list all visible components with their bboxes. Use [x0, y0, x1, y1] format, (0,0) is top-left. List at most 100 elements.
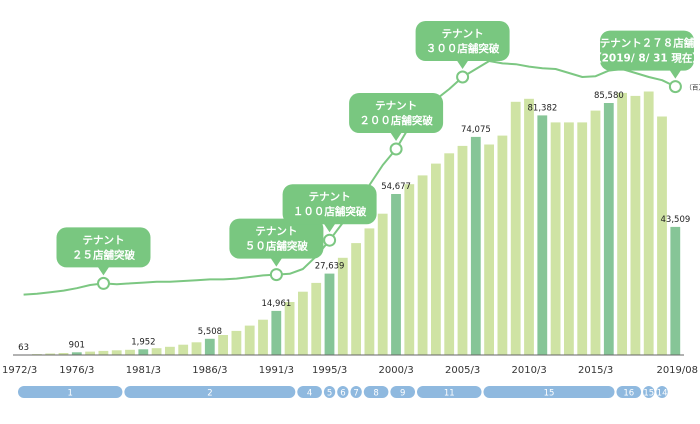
milestone-subtitle: ２５店舗突破 — [72, 248, 135, 261]
bar-value-label: 81,382 — [528, 103, 558, 113]
milestone-title: テナント — [83, 234, 125, 246]
sales-bar — [537, 115, 548, 356]
sales-bar — [218, 335, 228, 355]
x-tick-label: 2019/08 — [656, 365, 698, 376]
sales-bar — [444, 153, 455, 355]
milestone-subtitle: ２００店舗突破 — [359, 114, 433, 127]
sales-bar — [484, 144, 494, 355]
sales-bar — [138, 349, 149, 355]
factory-count-value: 8 — [373, 389, 378, 399]
milestone-marker — [97, 276, 110, 290]
milestone-bubble-pointer — [390, 132, 403, 141]
sales-bar — [58, 353, 69, 355]
factory-count-value: 15 — [544, 389, 555, 399]
sales-bar — [564, 122, 574, 356]
sales-bar — [364, 228, 375, 355]
sales-bar — [324, 273, 335, 355]
factory-count-value: 9 — [400, 389, 405, 399]
sales-bar — [71, 352, 82, 355]
milestone-title: テナント — [309, 191, 351, 203]
x-tick-label: 1986/3 — [192, 365, 227, 376]
factory-count-segment — [124, 386, 296, 398]
sales-bar — [45, 353, 56, 355]
factory-count-segment — [616, 386, 642, 398]
bar-value-label: 43,509 — [661, 215, 691, 225]
milestone-title: テナント — [255, 226, 297, 238]
milestone-bubble — [349, 93, 444, 133]
milestone-bubble — [282, 184, 377, 225]
factory-count-segment — [323, 386, 336, 398]
bar-value-label: 5,508 — [198, 327, 222, 337]
x-tick-label: 1981/3 — [126, 365, 161, 376]
milestone-subtitle: ５０店舗突破 — [245, 240, 308, 253]
sales-bar — [470, 136, 481, 355]
factory-count-segment — [643, 386, 655, 398]
x-tick-label: 1972/3 — [2, 365, 37, 376]
bar-value-label: 74,075 — [461, 125, 491, 135]
factory-count-value: 15 — [643, 389, 654, 399]
milestone-bubble — [600, 30, 694, 71]
milestone-marker — [269, 268, 283, 282]
sales-bar — [351, 243, 361, 355]
bar-value-label: 14,961 — [262, 299, 292, 309]
sales-bar — [244, 325, 255, 355]
sales-bar — [111, 350, 122, 355]
factory-count-value: 14 — [657, 389, 668, 399]
bar-value-label: 1,952 — [131, 337, 155, 347]
milestone-subtitle: １００店舗突破 — [293, 205, 367, 218]
factory-count-segment — [18, 386, 123, 398]
bar-value-label: 85,580 — [594, 91, 624, 101]
sales-bar — [178, 344, 189, 355]
sales-bar — [603, 103, 614, 355]
sales-bar — [590, 110, 601, 355]
milestone-bubble-pointer — [323, 223, 336, 233]
milestone-marker — [389, 142, 403, 156]
factory-count-segment — [483, 386, 615, 398]
sales-bar — [271, 310, 282, 355]
sales-bar — [231, 330, 242, 355]
milestone-title: テナント — [442, 28, 484, 40]
milestone-bubble-pointer — [456, 60, 469, 69]
sales-bar — [457, 145, 468, 355]
factory-count-value: 7 — [353, 389, 358, 399]
milestone-bubble — [229, 218, 324, 259]
factory-count-value: 6 — [340, 389, 345, 399]
sales-bar — [510, 101, 521, 355]
x-tick-label: 1976/3 — [59, 365, 94, 376]
x-tick-label: 1991/3 — [259, 365, 294, 376]
sales-bar — [151, 348, 162, 355]
factory-count-segment — [337, 386, 349, 398]
x-tick-label: 2000/3 — [379, 365, 414, 376]
milestone-bubble-pointer — [669, 69, 682, 79]
factory-count-segment — [363, 386, 389, 398]
sales-bar — [377, 213, 388, 355]
factory-count-value: 4 — [307, 389, 312, 399]
milestone-title: テナント — [375, 100, 417, 112]
factory-count-segment — [417, 386, 482, 398]
x-tick-label: 1995/3 — [312, 365, 347, 376]
factory-count-value: 1 — [67, 389, 72, 399]
factory-count-segment — [350, 386, 362, 398]
factory-count-value: 2 — [207, 389, 212, 399]
sales-bar — [643, 91, 654, 355]
milestone-marker — [323, 233, 337, 247]
sales-bar — [85, 351, 95, 355]
sales-bar — [204, 338, 215, 355]
sales-bar — [670, 226, 681, 355]
bar-value-label: 63 — [18, 343, 29, 353]
sales-bar — [258, 319, 268, 355]
sales-bar — [98, 350, 109, 355]
unit-label: （百万円） — [685, 84, 700, 92]
milestone-bubble — [415, 21, 510, 61]
sales-bar — [298, 291, 308, 355]
sales-bar — [577, 122, 588, 356]
bar-value-label: 901 — [69, 340, 85, 350]
sales-bar — [550, 122, 561, 356]
sales-bar — [404, 184, 415, 355]
milestone-marker — [456, 70, 470, 84]
bar-value-label: 27,639 — [315, 262, 345, 272]
x-tick-label: 2005/3 — [445, 365, 480, 376]
sales-bar — [417, 175, 428, 355]
